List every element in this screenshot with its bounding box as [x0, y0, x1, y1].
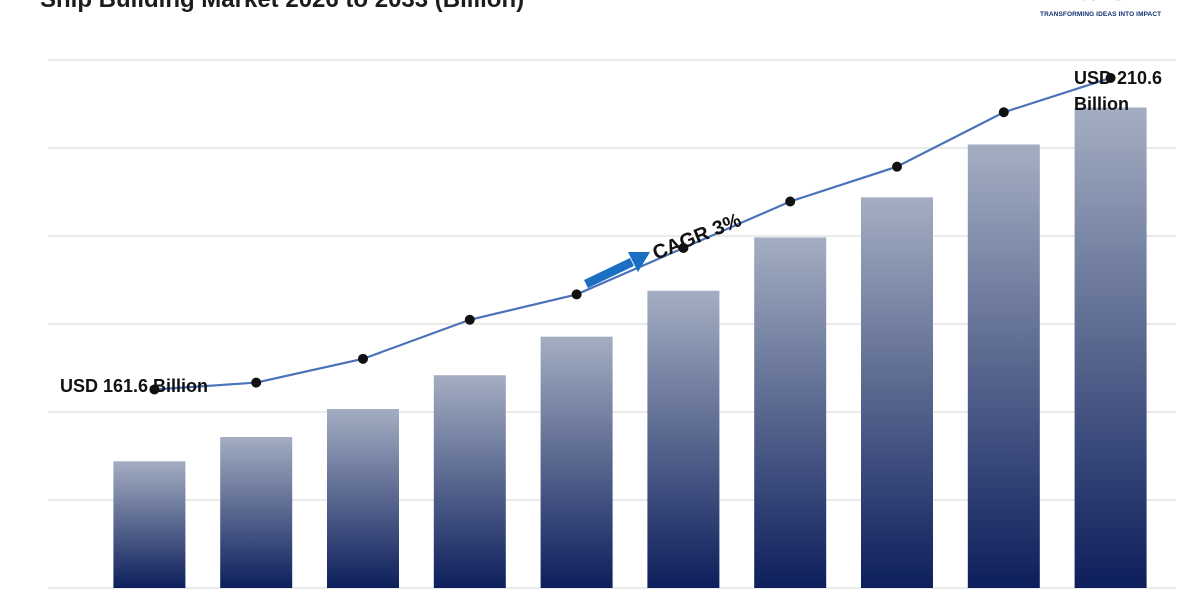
- logo-tagline: TRANSFORMING IDEAS INTO IMPACT: [1040, 11, 1162, 18]
- bar-2034: [1074, 107, 1147, 589]
- start-value-label: USD 161.6 Billion: [60, 376, 208, 396]
- bar-2031: [754, 237, 827, 588]
- trend-point-2034: [1105, 72, 1116, 83]
- trend-point-2030: [678, 242, 689, 253]
- bar-2025: [113, 461, 186, 588]
- logo-wordmark: imarc: [1042, 0, 1127, 8]
- trend-point-2032: [892, 161, 902, 172]
- trend-line: [154, 76, 1111, 391]
- trend-point-2026: [251, 377, 262, 388]
- cagr-arrow-icon: [584, 252, 650, 289]
- cagr-label: CAGR 3%: [650, 209, 745, 264]
- bar-2033: [967, 144, 1040, 589]
- imarc-logo: imarc TRANSFORMING IDEAS INTO IMPACT: [1036, 0, 1186, 22]
- bars: [113, 107, 1147, 589]
- bar-2027: [327, 409, 399, 588]
- bar-2030: [647, 290, 720, 588]
- bar-2028: [433, 375, 506, 588]
- chart-title: Ship Building Market 2026 to 2033 (Billi…: [40, 0, 524, 14]
- trend-line-layer: [154, 76, 1111, 391]
- bar-2029: [540, 336, 613, 588]
- bar-2026: [220, 436, 293, 588]
- trend-point-2029: [571, 289, 582, 300]
- trend-point-2033: [998, 107, 1009, 118]
- end-value-label-line1: USD 210.6: [1074, 68, 1162, 88]
- bar-2032: [861, 197, 933, 588]
- trend-point-2025: [149, 384, 160, 395]
- trend-point-2028: [464, 314, 475, 325]
- trend-point-2027: [358, 353, 368, 364]
- trend-point-2031: [785, 196, 796, 207]
- end-value-label-line2: Billion: [1074, 94, 1129, 114]
- trend-markers: [149, 72, 1116, 395]
